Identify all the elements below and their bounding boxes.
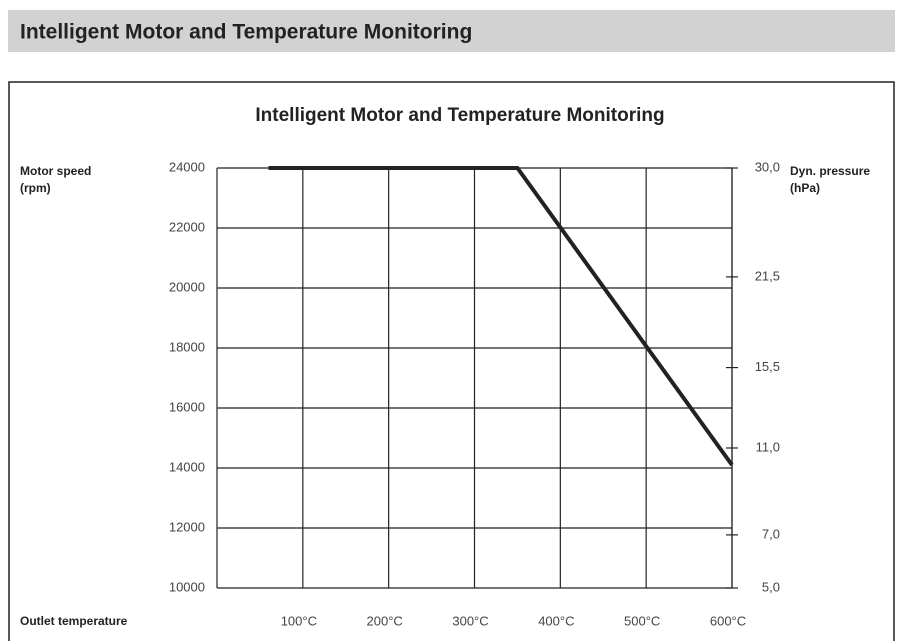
header-bar (8, 10, 895, 52)
chart-frame (8, 81, 895, 641)
y2-tick-label: 11,0 (756, 439, 780, 454)
header-title: Intelligent Motor and Temperature Monito… (20, 21, 472, 44)
y-tick-label: 18000 (169, 339, 205, 354)
chart-title: Intelligent Motor and Temperature Monito… (255, 105, 664, 126)
y2-tick-label: 21,5 (755, 268, 780, 283)
x-tick-label: 300°C (452, 613, 488, 628)
y2-axis-label: Dyn. pressure (790, 164, 870, 178)
x-tick-label: 600°C (710, 613, 746, 628)
y2-tick-label: 30,0 (755, 159, 780, 174)
y2-tick-label: 15,5 (755, 359, 780, 374)
y-tick-label: 16000 (169, 399, 205, 414)
x-tick-label: 100°C (281, 613, 317, 628)
y-tick-label: 22000 (169, 219, 205, 234)
y-tick-label: 20000 (169, 279, 205, 294)
y2-axis-label: (hPa) (790, 181, 820, 195)
y-tick-label: 14000 (169, 459, 205, 474)
x-tick-label: 400°C (538, 613, 574, 628)
y-tick-label: 10000 (169, 579, 205, 594)
y-axis-label: (rpm) (20, 181, 51, 195)
y-axis-label: Motor speed (20, 164, 91, 178)
x-tick-label: 200°C (367, 613, 403, 628)
y-tick-label: 24000 (169, 159, 205, 174)
y2-tick-label: 5,0 (762, 579, 780, 594)
y2-tick-label: 7,0 (762, 526, 780, 541)
data-line (268, 166, 734, 467)
y-tick-label: 12000 (169, 519, 205, 534)
x-tick-label: 500°C (624, 613, 660, 628)
x-axis-label: Outlet temperature (20, 614, 128, 628)
